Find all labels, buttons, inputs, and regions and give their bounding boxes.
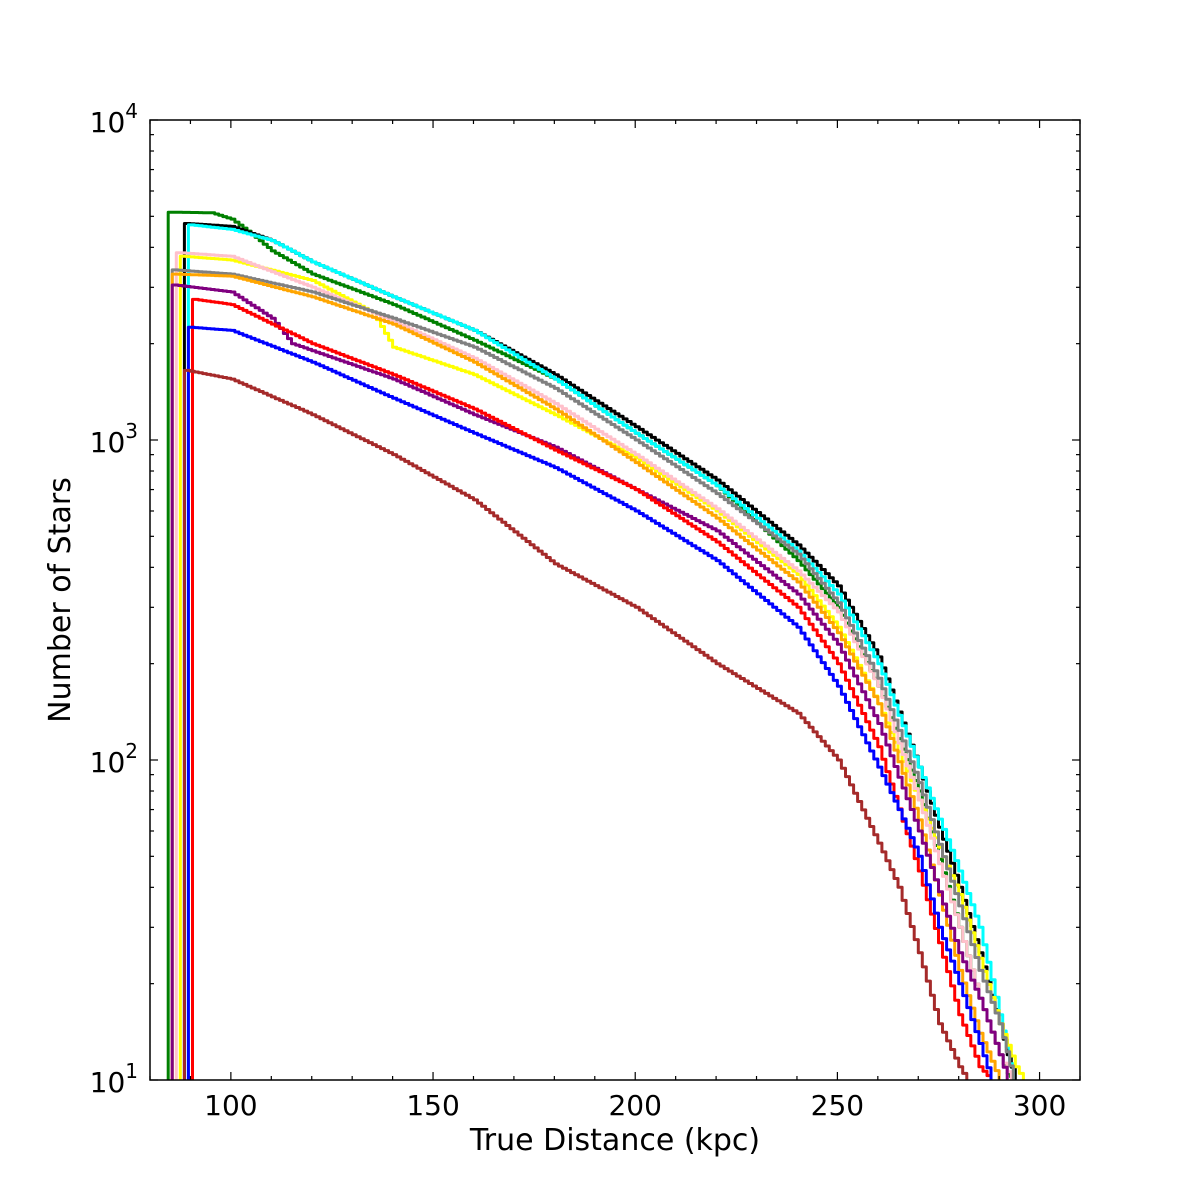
series-line-10 [182,368,969,1080]
series-line-9 [186,325,993,1080]
series-line-2 [186,223,1015,1080]
series-line-1 [182,222,1017,1080]
y-tick-exponent: 3 [125,419,138,443]
series-line-8 [191,297,993,1080]
y-tick-label: 103 [90,419,138,459]
series-line-7 [170,283,1009,1080]
y-tick-base: 10 [90,106,126,139]
y-tick-exponent: 4 [125,99,138,123]
y-tick-exponent: 1 [125,1059,138,1083]
y-tick-base: 10 [90,1066,126,1099]
x-tick-label: 300 [1013,1089,1066,1122]
series-line-3 [178,254,1025,1080]
x-tick-label: 200 [608,1089,661,1122]
series-layer [166,210,1025,1080]
series-line-6 [170,272,1001,1080]
y-tick-label: 101 [90,1059,138,1099]
x-axis-title: True Distance (kpc) [469,1123,760,1158]
y-tick-base: 10 [90,426,126,459]
x-tick-label: 100 [204,1089,257,1122]
y-tick-label: 102 [90,739,138,779]
series-line-4 [174,251,1013,1080]
series-line-5 [170,268,1015,1080]
y-tick-base: 10 [90,746,126,779]
y-axis-title: Number of Stars [43,477,78,723]
y-tick-exponent: 2 [125,739,138,763]
x-tick-label: 250 [811,1089,864,1122]
y-tick-label: 104 [90,99,138,139]
plot-frame [149,119,1081,1081]
x-tick-label: 150 [406,1089,459,1122]
